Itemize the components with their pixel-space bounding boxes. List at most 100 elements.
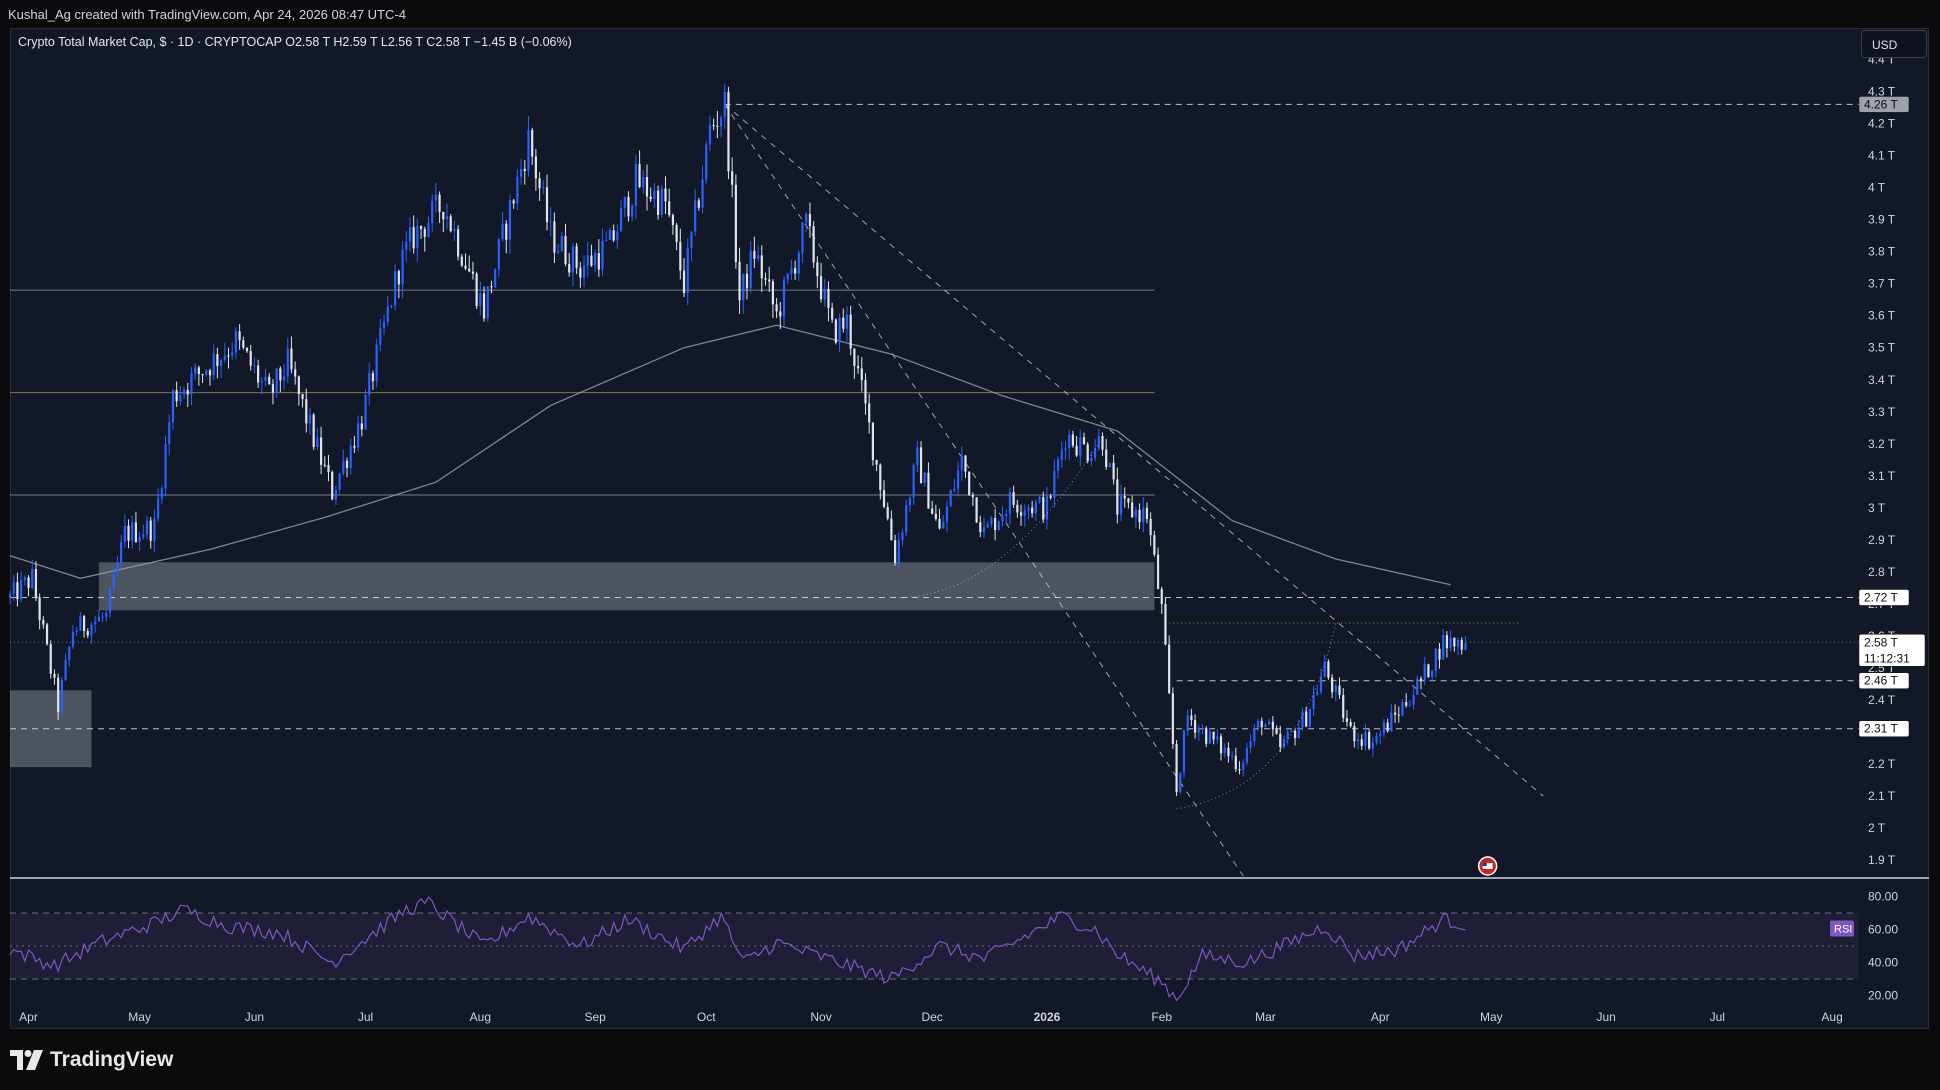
- candle-body: [538, 178, 541, 189]
- candle-body: [90, 624, 93, 636]
- candle-body: [242, 340, 245, 348]
- candle-body: [782, 279, 786, 317]
- candle-body: [1216, 736, 1219, 740]
- candle-body: [845, 314, 849, 329]
- currency-button[interactable]: USD: [1861, 30, 1927, 58]
- candle-body: [442, 211, 445, 220]
- candle-body: [568, 263, 571, 273]
- candle-body: [516, 176, 519, 204]
- candle-body: [260, 380, 263, 383]
- candle-body: [1275, 729, 1278, 734]
- candle-body: [427, 223, 430, 237]
- tradingview-logo[interactable]: TradingView: [10, 1048, 173, 1072]
- candle-body: [619, 207, 623, 232]
- candle-body: [1268, 721, 1271, 725]
- candle-body: [1297, 727, 1300, 739]
- candle-body: [1460, 639, 1463, 650]
- candle-body: [786, 273, 789, 280]
- candle-body: [1245, 747, 1249, 763]
- candle-body: [1390, 712, 1393, 732]
- candle-body: [790, 268, 793, 274]
- candle-body: [1342, 695, 1345, 719]
- candle-body: [801, 222, 804, 254]
- candle-body: [294, 369, 297, 377]
- candle-body: [1253, 728, 1256, 742]
- candle-body: [701, 179, 704, 208]
- candle-body: [831, 307, 834, 320]
- candle-body: [1182, 730, 1186, 773]
- price-tag-label: 2.46 T: [1864, 674, 1898, 688]
- candle-body: [1386, 722, 1389, 732]
- candle-body: [586, 255, 589, 266]
- candle-body: [1131, 502, 1134, 518]
- candle-body: [1153, 535, 1156, 555]
- candle-body: [319, 437, 323, 465]
- candle-body: [579, 267, 582, 278]
- candle-body: [1301, 711, 1304, 728]
- candle-body: [1305, 711, 1308, 727]
- candle-body: [542, 187, 545, 189]
- candle-body: [205, 370, 208, 375]
- price-tag-box: [1858, 634, 1926, 667]
- candle-body: [405, 241, 408, 250]
- candle-body: [616, 231, 619, 241]
- candle-body: [312, 414, 315, 448]
- rsi-tick-label: 20.00: [1868, 989, 1898, 1003]
- candle-body: [1105, 449, 1108, 468]
- candle-body: [345, 460, 349, 468]
- candle-body: [301, 393, 304, 400]
- rsi-tag-label: RSI: [1834, 924, 1852, 936]
- candle-body: [8, 593, 12, 598]
- candle-body: [308, 414, 312, 424]
- candle-body: [1027, 507, 1030, 511]
- x-tick-label: Aug: [1821, 1010, 1842, 1024]
- candle-body: [723, 91, 726, 118]
- candle-body: [979, 522, 982, 533]
- candle-body: [1308, 709, 1311, 727]
- candle-body: [231, 352, 234, 356]
- candle-body: [812, 226, 815, 263]
- candle-body: [164, 444, 167, 489]
- candle-body: [101, 616, 104, 618]
- candle-body: [597, 253, 600, 270]
- candle-body: [71, 631, 75, 647]
- candle-body: [449, 216, 452, 232]
- candle-body: [386, 306, 389, 322]
- candle-body: [1427, 664, 1430, 678]
- candle-body: [112, 573, 115, 589]
- price-tag-label: 2.58 T: [1864, 635, 1898, 649]
- candle-body: [457, 229, 460, 257]
- candle-body: [412, 227, 415, 249]
- y-tick-label: 3.2 T: [1868, 437, 1896, 451]
- candle-body: [105, 612, 108, 617]
- candle-body: [379, 328, 382, 345]
- candle-body: [497, 239, 500, 270]
- candle-body: [468, 268, 471, 272]
- candle-body: [897, 539, 900, 563]
- candle-body: [908, 498, 912, 506]
- candle-body: [1045, 496, 1049, 520]
- candle-body: [705, 144, 708, 180]
- candle-body: [1186, 715, 1189, 731]
- y-tick-label: 4.1 T: [1868, 149, 1896, 163]
- candle-body: [571, 246, 575, 273]
- candle-body: [1123, 495, 1126, 499]
- candle-body: [57, 677, 60, 713]
- rounding-arc: [898, 437, 1103, 598]
- candle-body: [1408, 704, 1411, 706]
- candle-body: [486, 286, 489, 319]
- candle-body: [82, 616, 86, 632]
- candle-body: [49, 644, 52, 674]
- candle-body: [679, 241, 682, 271]
- candle-body: [945, 506, 949, 523]
- candle-body: [1171, 693, 1174, 744]
- chart-frame[interactable]: [10, 28, 1929, 1029]
- price-tag-box: [1858, 672, 1910, 689]
- candle-body: [653, 190, 656, 200]
- candle-body: [749, 250, 752, 289]
- candle-body: [471, 271, 475, 274]
- rounding-arc: [1176, 622, 1337, 810]
- x-tick-label: Oct: [697, 1010, 716, 1024]
- candle-body: [656, 190, 660, 215]
